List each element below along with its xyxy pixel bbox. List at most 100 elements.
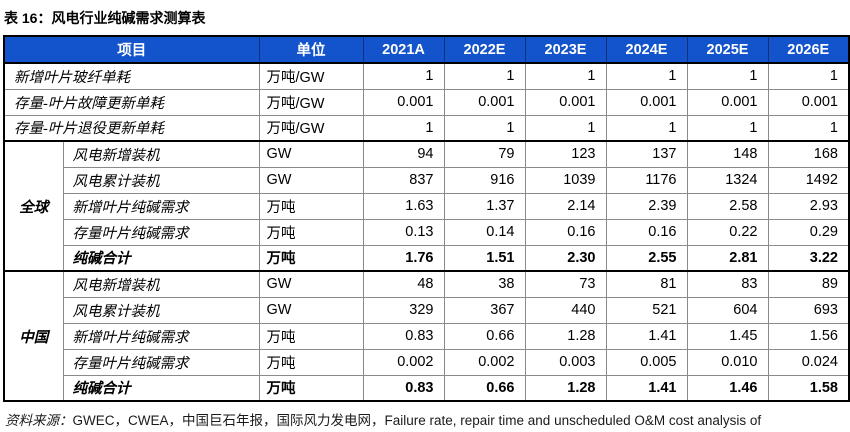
value-cell: 1.41 bbox=[605, 374, 688, 402]
value-cell: 168 bbox=[767, 140, 850, 168]
col-header-2022E: 2022E bbox=[443, 35, 526, 64]
value-cell: 2.58 bbox=[686, 192, 769, 220]
table-row: 存量叶片纯碱需求 万吨 0.002 0.002 0.003 0.005 0.010 0.024 bbox=[4, 348, 850, 376]
value-cell: 329 bbox=[362, 296, 445, 324]
row-label: 纯碱合计 bbox=[62, 374, 260, 402]
value-cell: 0.001 bbox=[524, 88, 607, 116]
header-row: 项目 单位 2021A 2022E 2023E 2024E 2025E 2026E bbox=[3, 35, 850, 64]
unit-cell: GW bbox=[258, 270, 364, 298]
table-row: 存量-叶片故障更新单耗 万吨/GW 0.001 0.001 0.001 0.001 0.00… bbox=[3, 88, 850, 116]
table-row: 新增叶片纯碱需求 万吨 1.63 1.37 2.14 2.39 2.58 2.93 bbox=[4, 192, 850, 220]
unit-cell: 万吨 bbox=[258, 244, 364, 272]
value-cell: 1.41 bbox=[605, 322, 688, 350]
row-label: 风电新增装机 bbox=[62, 270, 260, 298]
value-cell: 2.14 bbox=[524, 192, 607, 220]
unit-cell: 万吨 bbox=[258, 192, 364, 220]
value-cell: 0.010 bbox=[686, 348, 769, 376]
row-label: 存量-叶片故障更新单耗 bbox=[3, 88, 260, 116]
value-cell: 1.37 bbox=[443, 192, 526, 220]
table-title: 表 16：风电行业纯碱需求测算表 bbox=[4, 10, 206, 26]
value-cell: 137 bbox=[605, 140, 688, 168]
value-cell: 0.16 bbox=[605, 218, 688, 246]
col-header-unit: 单位 bbox=[258, 35, 364, 64]
table-row: 新增叶片玻纤单耗 万吨/GW 1 1 1 1 1 1 bbox=[3, 62, 850, 90]
value-cell: 0.83 bbox=[362, 374, 445, 402]
value-cell: 0.005 bbox=[605, 348, 688, 376]
value-cell: 1 bbox=[605, 114, 688, 142]
unit-cell: GW bbox=[258, 140, 364, 168]
value-cell: 0.001 bbox=[443, 88, 526, 116]
value-cell: 1.46 bbox=[686, 374, 769, 402]
group-label: 全球 bbox=[3, 140, 64, 272]
table-row: 风电累计装机 GW 837 916 1039 1176 1324 1492 bbox=[4, 166, 850, 194]
table-header: 项目 单位 2021A 2022E 2023E 2024E 2025E 2026E bbox=[3, 35, 850, 64]
row-label: 风电累计装机 bbox=[62, 166, 260, 194]
value-cell: 0.024 bbox=[767, 348, 850, 376]
row-label: 风电累计装机 bbox=[62, 296, 260, 324]
value-cell: 1 bbox=[524, 62, 607, 90]
value-cell: 73 bbox=[524, 270, 607, 298]
value-cell: 1 bbox=[767, 114, 850, 142]
unit-cell: 万吨/GW bbox=[258, 114, 364, 142]
source-note-prefix: 资料来源： bbox=[5, 413, 73, 428]
value-cell: 0.14 bbox=[443, 218, 526, 246]
value-cell: 837 bbox=[362, 166, 445, 194]
value-cell: 79 bbox=[443, 140, 526, 168]
value-cell: 81 bbox=[605, 270, 688, 298]
unit-cell: 万吨 bbox=[258, 322, 364, 350]
value-cell: 1 bbox=[605, 62, 688, 90]
value-cell: 1 bbox=[362, 62, 445, 90]
table-row: 纯碱合计 万吨 1.76 1.51 2.30 2.55 2.81 3.22 bbox=[4, 244, 850, 272]
value-cell: 1.76 bbox=[362, 244, 445, 272]
value-cell: 2.55 bbox=[605, 244, 688, 272]
value-cell: 604 bbox=[686, 296, 769, 324]
value-cell: 1039 bbox=[524, 166, 607, 194]
row-label: 风电新增装机 bbox=[62, 140, 260, 168]
value-cell: 0.29 bbox=[767, 218, 850, 246]
value-cell: 0.001 bbox=[362, 88, 445, 116]
value-cell: 1 bbox=[443, 114, 526, 142]
unit-cell: 万吨/GW bbox=[258, 88, 364, 116]
value-cell: 123 bbox=[524, 140, 607, 168]
col-header-2021A: 2021A bbox=[362, 35, 445, 64]
col-header-2025E: 2025E bbox=[686, 35, 769, 64]
value-cell: 1 bbox=[362, 114, 445, 142]
value-cell: 693 bbox=[767, 296, 850, 324]
value-cell: 2.81 bbox=[686, 244, 769, 272]
col-header-2024E: 2024E bbox=[605, 35, 688, 64]
col-header-item: 项目 bbox=[3, 35, 260, 64]
value-cell: 1.63 bbox=[362, 192, 445, 220]
value-cell: 3.22 bbox=[767, 244, 850, 272]
row-label: 存量叶片纯碱需求 bbox=[62, 218, 260, 246]
table-row: 存量-叶片退役更新单耗 万吨/GW 1 1 1 1 1 1 bbox=[3, 114, 850, 142]
value-cell: 2.39 bbox=[605, 192, 688, 220]
value-cell: 1.58 bbox=[767, 374, 850, 402]
value-cell: 1 bbox=[524, 114, 607, 142]
value-cell: 1 bbox=[686, 114, 769, 142]
value-cell: 83 bbox=[686, 270, 769, 298]
soda-ash-demand-table: 项目 单位 2021A 2022E 2023E 2024E 2025E 2026E 新增叶片玻… bbox=[3, 35, 850, 402]
value-cell: 1.45 bbox=[686, 322, 769, 350]
value-cell: 1.51 bbox=[443, 244, 526, 272]
value-cell: 0.003 bbox=[524, 348, 607, 376]
value-cell: 1.28 bbox=[524, 374, 607, 402]
unit-cell: 万吨 bbox=[258, 218, 364, 246]
row-label: 新增叶片纯碱需求 bbox=[62, 322, 260, 350]
table-row: 全球 风电新增装机 GW 94 79 123 137 148 168 bbox=[3, 140, 850, 272]
value-cell: 0.002 bbox=[362, 348, 445, 376]
value-cell: 1 bbox=[767, 62, 850, 90]
value-cell: 1.56 bbox=[767, 322, 850, 350]
table-body: 新增叶片玻纤单耗 万吨/GW 1 1 1 1 1 1 存量-叶片故障更新单耗 万吨/GW 0.001… bbox=[3, 62, 850, 402]
value-cell: 2.30 bbox=[524, 244, 607, 272]
value-cell: 38 bbox=[443, 270, 526, 298]
value-cell: 521 bbox=[605, 296, 688, 324]
row-label: 新增叶片玻纤单耗 bbox=[3, 62, 260, 90]
source-note: 资料来源：GWEC，CWEA，中国巨石年报，国际风力发电网，Failure ra… bbox=[3, 402, 850, 429]
value-cell: 48 bbox=[362, 270, 445, 298]
value-cell: 0.16 bbox=[524, 218, 607, 246]
table-row: 中国 风电新增装机 GW 48 38 73 81 83 89 bbox=[3, 270, 850, 402]
value-cell: 0.83 bbox=[362, 322, 445, 350]
table-row: 存量叶片纯碱需求 万吨 0.13 0.14 0.16 0.16 0.22 0.29 bbox=[4, 218, 850, 246]
value-cell: 0.66 bbox=[443, 322, 526, 350]
